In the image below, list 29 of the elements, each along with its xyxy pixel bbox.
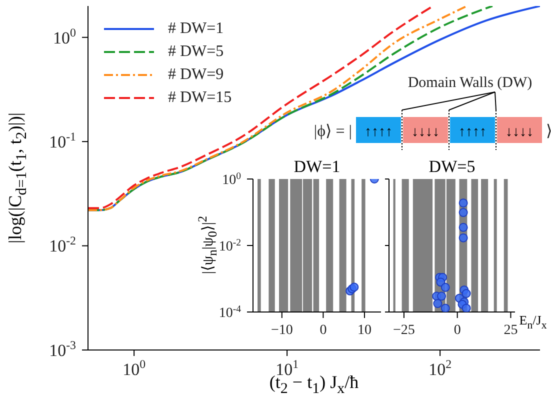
chart-title: DW=1: [294, 157, 340, 177]
annotation: ↑↑↑↑: [458, 125, 486, 140]
y-tick-label: 10$^{-2}$: [49, 234, 76, 256]
annotation: ↑↑↑↑: [364, 125, 392, 140]
x-tick-label: 0: [454, 323, 461, 338]
y-tick-label: 10$^{-4}$: [218, 303, 242, 321]
x-tick-label: 10$^{2}$: [428, 357, 452, 379]
legend-label: # DW=15: [168, 88, 232, 108]
legend-label: # DW=9: [168, 65, 224, 85]
x-tick-label: −25: [392, 323, 415, 338]
legend-label: # DW=1: [168, 19, 224, 39]
x-tick-label: −10: [270, 323, 293, 338]
x-tick-label: 0: [320, 323, 327, 338]
x-tick-label: 25: [504, 323, 518, 338]
y-tick-label: 10$^{0}$: [53, 25, 76, 48]
x-tick-label: 10$^{0}$: [122, 357, 146, 379]
x-axis-title: E$_{n}$/J$_{x}$: [519, 312, 547, 332]
annotation: |ϕ⟩ = |: [314, 123, 352, 140]
y-tick-label: 10$^{0}$: [222, 170, 242, 188]
y-tick-label: 10$^{-2}$: [218, 236, 242, 254]
legend-label: # DW=5: [168, 42, 224, 62]
y-tick-label: 10$^{-3}$: [49, 338, 76, 360]
annotation: ↓↓↓↓: [506, 125, 534, 140]
annotation: Domain Walls (DW): [408, 75, 532, 91]
x-tick-label: 10: [357, 323, 372, 338]
y-tick-label: 10$^{-1}$: [49, 130, 76, 152]
text: ⟩: [546, 123, 551, 140]
annotation: ↓↓↓↓: [412, 125, 440, 140]
chart-title: DW=5: [428, 157, 476, 177]
